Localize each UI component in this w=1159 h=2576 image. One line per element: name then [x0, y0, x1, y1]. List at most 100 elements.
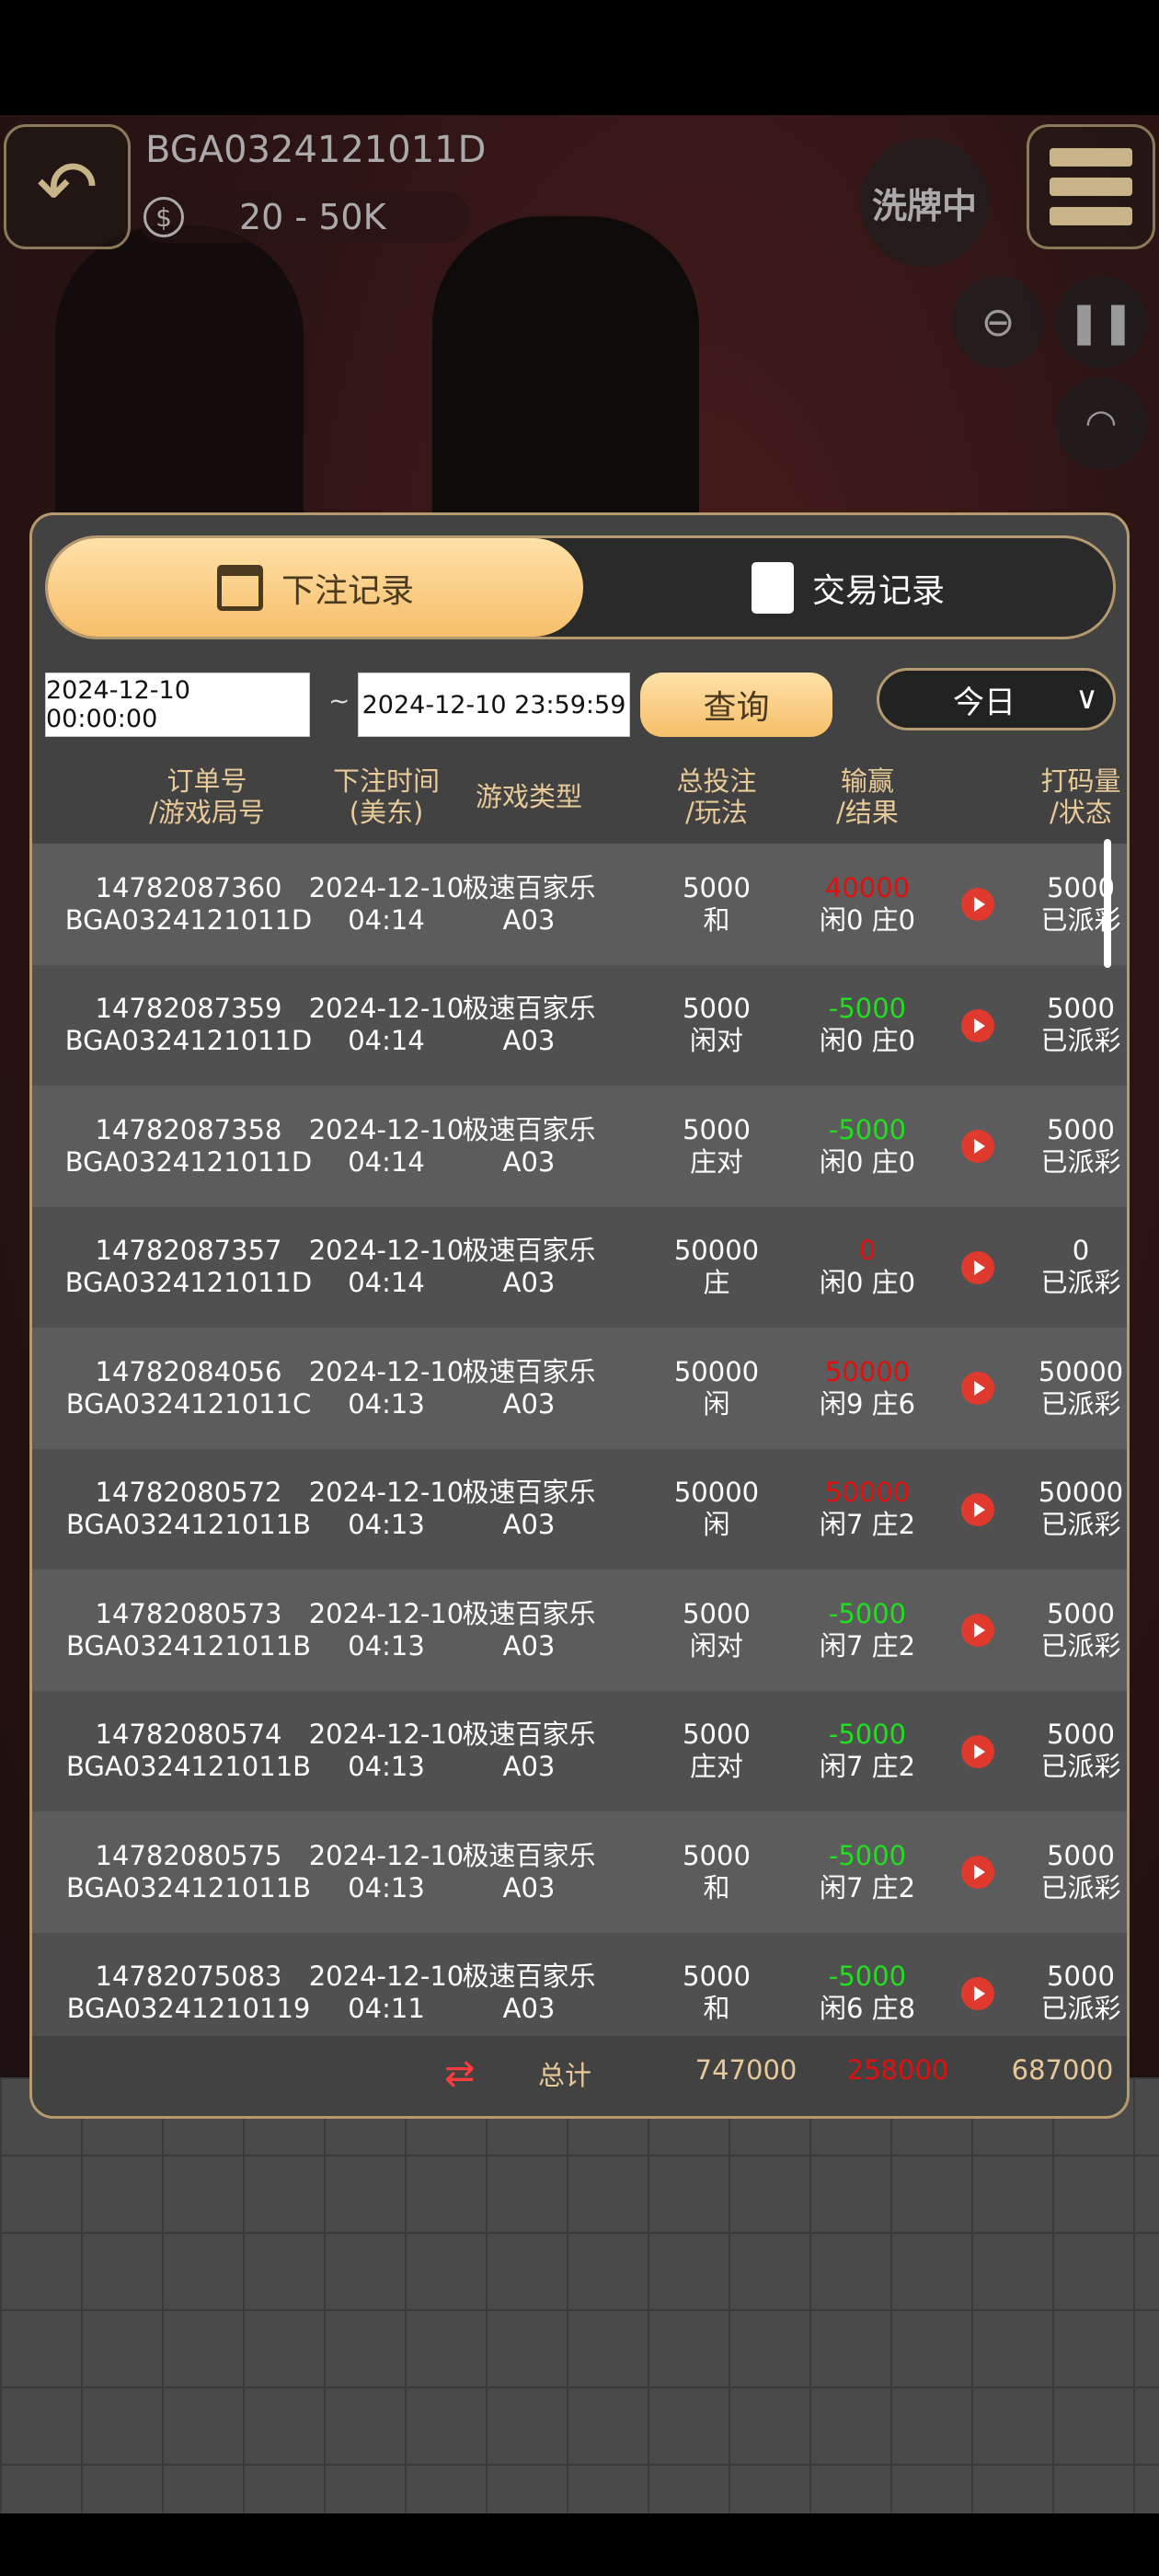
table-row[interactable]: 14782080573 BGA0324121011B 2024-12-10 04:13… — [32, 1570, 1127, 1691]
winloss-cell: -5000 闲7 庄2 — [792, 1811, 943, 1933]
table-id: BGA0324121011D — [145, 129, 487, 171]
play-text: 庄对 — [689, 1145, 743, 1178]
back-button[interactable]: ↶ — [4, 124, 131, 249]
play-text: 和 — [703, 1993, 730, 2025]
bet-time-cell: 2024-12-10 04:13 — [308, 1691, 465, 1812]
game-type-cell: 极速百家乐 A03 — [463, 1328, 596, 1449]
turnover-cell: 0 已派彩 — [998, 1207, 1127, 1328]
bet-cell: 50000 庄 — [641, 1207, 792, 1328]
order-text: 14782080575 — [95, 1839, 282, 1871]
turnover-text: 5000 — [1047, 1719, 1115, 1751]
table-row[interactable]: 14782087358 BGA0324121011D 2024-12-10 04:14… — [32, 1086, 1127, 1207]
column-header-line: /结果 — [836, 797, 899, 828]
table-row[interactable]: 14782080574 BGA0324121011B 2024-12-10 04:13… — [32, 1690, 1127, 1812]
bet-text: 5000 — [683, 1597, 751, 1629]
zoom-out-button[interactable]: ⊖ — [952, 276, 1044, 368]
order-text: 14782080573 — [95, 1597, 282, 1629]
tab-bet-records[interactable]: 下注记录 — [48, 538, 583, 637]
column-header-line: /状态 — [1050, 797, 1112, 828]
table-text: A03 — [502, 1267, 556, 1299]
table-row[interactable]: 14782084056 BGA0324121011C 2024-12-10 04:13… — [32, 1328, 1127, 1449]
order-cell: 14782080574 BGA0324121011B — [32, 1691, 345, 1812]
status-text: 已派彩 — [1040, 1509, 1121, 1541]
start-date-input[interactable]: 2024-12-10 00:00:00 — [45, 673, 310, 737]
bet-time-cell: 2024-12-10 04:13 — [308, 1328, 465, 1449]
order-cell: 14782080573 BGA0324121011B — [32, 1570, 345, 1691]
turnover-text: 50000 — [1038, 1355, 1124, 1387]
chevron-down-icon: ∨ — [1075, 680, 1098, 717]
game-type-cell: 极速百家乐 A03 — [463, 1691, 596, 1812]
date-text: 2024-12-10 — [308, 871, 465, 903]
play-text: 闲 — [703, 1387, 730, 1420]
order-cell: 14782075083 BGA03241210119 — [32, 1933, 345, 2037]
network-button[interactable]: ◠ — [1055, 377, 1147, 469]
turnover-cell: 5000 已派彩 — [998, 1811, 1127, 1933]
play-text: 闲 — [703, 1509, 730, 1541]
play-icon[interactable] — [961, 1008, 994, 1042]
winloss-cell: 50000 闲7 庄2 — [792, 1449, 943, 1570]
table-scrollbar[interactable] — [1104, 839, 1111, 968]
status-text: 已派彩 — [1040, 1993, 1121, 2025]
end-date-input[interactable]: 2024-12-10 23:59:59 — [358, 673, 630, 737]
turnover-text: 50000 — [1038, 1477, 1124, 1509]
menu-button[interactable] — [1027, 124, 1155, 249]
table-row[interactable]: 14782080572 BGA0324121011B 2024-12-10 04:13… — [32, 1448, 1127, 1570]
date-range-dropdown[interactable]: 今日 ∨ — [877, 668, 1116, 730]
date-text: 2024-12-10 — [308, 993, 465, 1025]
time-text: 04:14 — [348, 1145, 425, 1178]
play-icon[interactable] — [961, 1492, 994, 1526]
refresh-icon[interactable]: ⇄ — [444, 2053, 476, 2095]
winloss-cell: -5000 闲7 庄2 — [792, 1691, 943, 1812]
pause-button[interactable]: ❚❚ — [1055, 276, 1147, 368]
table-row[interactable]: 14782080575 BGA0324121011B 2024-12-10 04:13… — [32, 1811, 1127, 1933]
bet-text: 5000 — [683, 1839, 751, 1871]
table-row[interactable]: 14782087360 BGA0324121011D 2024-12-10 04:14… — [32, 844, 1127, 965]
table-row[interactable]: 14782087359 BGA0324121011D 2024-12-10 04:14… — [32, 964, 1127, 1087]
play-icon[interactable] — [961, 888, 994, 921]
round-text: BGA0324121011B — [65, 1751, 312, 1783]
query-button[interactable]: 查询 — [640, 673, 832, 737]
bet-time-cell: 2024-12-10 04:14 — [308, 844, 465, 965]
game-type-cell: 极速百家乐 A03 — [463, 1570, 596, 1691]
play-icon[interactable] — [961, 1976, 994, 2010]
game-type-cell: 极速百家乐 A03 — [463, 965, 596, 1087]
table-text: A03 — [502, 1387, 556, 1420]
round-text: BGA0324121011D — [64, 903, 313, 936]
zoom-out-icon: ⊖ — [981, 298, 1016, 346]
order-text: 14782084056 — [95, 1355, 282, 1387]
order-text: 14782087358 — [95, 1113, 282, 1145]
turnover-text: 5000 — [1047, 1961, 1115, 1993]
turnover-cell: 5000 已派彩 — [998, 1933, 1127, 2037]
winloss-cell: -5000 闲7 庄2 — [792, 1570, 943, 1691]
table-row[interactable]: 14782075083 BGA03241210119 2024-12-10 04:11… — [32, 1932, 1127, 2037]
order-text: 14782080572 — [95, 1477, 282, 1509]
turnover-text: 5000 — [1047, 1113, 1115, 1145]
total-winloss: 258000 — [846, 2054, 949, 2086]
play-icon[interactable] — [961, 1734, 994, 1768]
turnover-cell: 5000 已派彩 — [998, 1086, 1127, 1207]
play-icon[interactable] — [961, 1250, 994, 1284]
bet-text: 5000 — [683, 1113, 751, 1145]
order-cell: 14782087360 BGA0324121011D — [32, 844, 345, 965]
column-header-line: /玩法 — [685, 797, 748, 828]
date-text: 2024-12-10 — [308, 1597, 465, 1629]
status-text: 已派彩 — [1040, 1025, 1121, 1057]
game-text: 极速百家乐 — [462, 1477, 596, 1509]
play-icon[interactable] — [961, 1372, 994, 1405]
tab-label: 交易记录 — [811, 571, 945, 610]
play-icon[interactable] — [961, 1130, 994, 1163]
winloss-text: 40000 — [824, 871, 911, 903]
tab-transaction-records[interactable]: 交易记录 — [583, 538, 1113, 637]
order-text: 14782087357 — [95, 1235, 282, 1267]
order-cell: 14782084056 BGA0324121011C — [32, 1328, 345, 1449]
bet-cell: 5000 和 — [641, 844, 792, 965]
table-row[interactable]: 14782087357 BGA0324121011D 2024-12-10 04:14… — [32, 1206, 1127, 1328]
column-header: 订单号/游戏局号 — [69, 750, 345, 844]
play-icon[interactable] — [961, 1856, 994, 1889]
play-icon[interactable] — [961, 1614, 994, 1647]
result-text: 闲7 庄2 — [819, 1751, 916, 1783]
bet-text: 5000 — [683, 1961, 751, 1993]
date-text: 2024-12-10 — [308, 1961, 465, 1993]
game-type-cell: 极速百家乐 A03 — [463, 1811, 596, 1933]
bet-cell: 5000 闲对 — [641, 1570, 792, 1691]
